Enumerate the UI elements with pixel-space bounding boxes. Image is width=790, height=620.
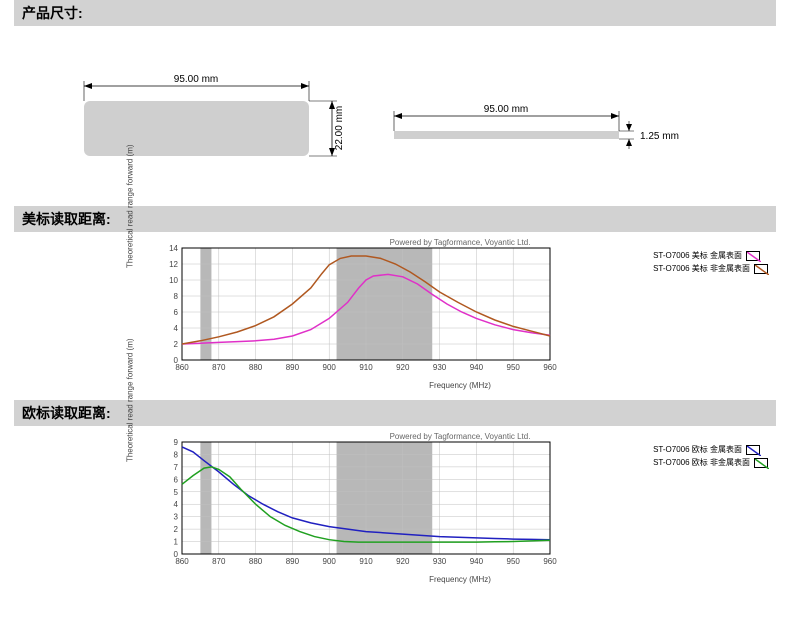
svg-text:910: 910 — [359, 557, 373, 566]
svg-text:8: 8 — [174, 450, 179, 459]
svg-text:5: 5 — [174, 488, 179, 497]
svg-text:960: 960 — [543, 363, 557, 372]
svg-text:890: 890 — [286, 363, 300, 372]
svg-text:10: 10 — [169, 276, 178, 285]
dim-width-label: 95.00 mm — [174, 74, 218, 85]
svg-text:4: 4 — [174, 500, 179, 509]
section-title: 产品尺寸: — [22, 5, 83, 21]
legend-eu: ST-O7006 欧标 金属表面 ST-O7006 欧标 非金属表面 — [653, 444, 768, 470]
chart-us-svg: 8608708808909009109209309409509600246810… — [150, 236, 660, 376]
svg-text:880: 880 — [249, 557, 263, 566]
svg-text:14: 14 — [169, 244, 178, 253]
y-axis-label: Theoretical read range forward (m) — [126, 338, 135, 462]
svg-text:960: 960 — [543, 557, 557, 566]
svg-text:6: 6 — [174, 308, 179, 317]
svg-text:9: 9 — [174, 438, 179, 447]
section-title: 欧标读取距离: — [22, 405, 111, 421]
svg-text:930: 930 — [433, 557, 447, 566]
svg-text:0: 0 — [174, 550, 179, 559]
legend-label: ST-O7006 欧标 非金属表面 — [653, 457, 750, 468]
legend-swatch — [746, 251, 760, 261]
svg-text:920: 920 — [396, 363, 410, 372]
chart-credit: Powered by Tagformance, Voyantic Ltd. — [390, 432, 531, 441]
chart-us: Powered by Tagformance, Voyantic Ltd. Th… — [150, 236, 770, 390]
svg-text:2: 2 — [174, 340, 179, 349]
svg-text:940: 940 — [470, 557, 484, 566]
section-title: 美标读取距离: — [22, 211, 111, 227]
svg-text:3: 3 — [174, 513, 179, 522]
svg-text:950: 950 — [507, 557, 521, 566]
svg-text:880: 880 — [249, 363, 263, 372]
dim-thick-label: 1.25 mm — [640, 131, 679, 142]
svg-text:8: 8 — [174, 292, 179, 301]
front-view-rect — [84, 101, 309, 156]
x-axis-label: Frequency (MHz) — [150, 575, 770, 584]
side-view-rect — [394, 131, 619, 139]
legend-us: ST-O7006 美标 金属表面 ST-O7006 美标 非金属表面 — [653, 250, 768, 276]
x-axis-label: Frequency (MHz) — [150, 381, 770, 390]
svg-text:6: 6 — [174, 475, 179, 484]
legend-swatch — [746, 445, 760, 455]
legend-item: ST-O7006 欧标 金属表面 — [653, 444, 768, 455]
chart-eu-svg: 8608708808909009109209309409509600123456… — [150, 430, 660, 570]
svg-text:900: 900 — [323, 363, 337, 372]
svg-text:0: 0 — [174, 356, 179, 365]
legend-swatch — [754, 458, 768, 468]
legend-label: ST-O7006 美标 金属表面 — [653, 250, 742, 261]
svg-text:870: 870 — [212, 363, 226, 372]
svg-text:1: 1 — [174, 538, 179, 547]
chart-eu: Powered by Tagformance, Voyantic Ltd. Th… — [150, 430, 770, 584]
svg-text:950: 950 — [507, 363, 521, 372]
legend-item: ST-O7006 美标 金属表面 — [653, 250, 768, 261]
svg-text:920: 920 — [396, 557, 410, 566]
svg-text:930: 930 — [433, 363, 447, 372]
svg-text:4: 4 — [174, 324, 179, 333]
legend-item: ST-O7006 欧标 非金属表面 — [653, 457, 768, 468]
svg-text:940: 940 — [470, 363, 484, 372]
dim-width2-label: 95.00 mm — [484, 104, 528, 115]
svg-text:7: 7 — [174, 463, 179, 472]
svg-text:890: 890 — [286, 557, 300, 566]
legend-item: ST-O7006 美标 非金属表面 — [653, 263, 768, 274]
legend-label: ST-O7006 美标 非金属表面 — [653, 263, 750, 274]
legend-swatch — [754, 264, 768, 274]
svg-text:900: 900 — [323, 557, 337, 566]
svg-text:910: 910 — [359, 363, 373, 372]
svg-text:12: 12 — [169, 260, 178, 269]
svg-text:2: 2 — [174, 525, 179, 534]
legend-label: ST-O7006 欧标 金属表面 — [653, 444, 742, 455]
dim-height-label: 22.00 mm — [334, 106, 345, 150]
svg-text:870: 870 — [212, 557, 226, 566]
section-header-dimensions: 产品尺寸: — [14, 0, 776, 26]
chart-credit: Powered by Tagformance, Voyantic Ltd. — [390, 238, 531, 247]
y-axis-label: Theoretical read range forward (m) — [126, 144, 135, 268]
